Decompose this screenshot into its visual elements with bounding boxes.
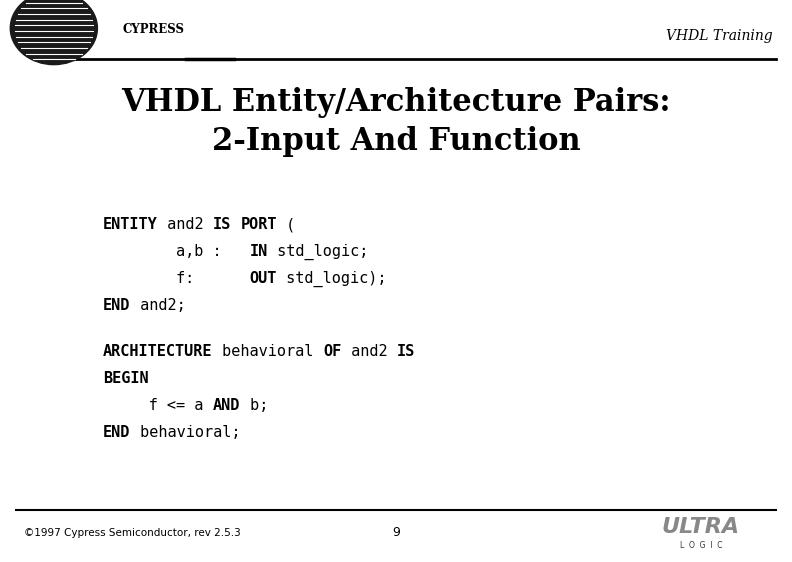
Text: 2-Input And Function: 2-Input And Function [211, 126, 581, 157]
Text: AND: AND [213, 398, 241, 413]
Text: VHDL Entity/Architecture Pairs:: VHDL Entity/Architecture Pairs: [121, 87, 671, 118]
Text: IS: IS [213, 217, 231, 232]
Text: (: ( [277, 217, 295, 232]
Text: ©1997 Cypress Semiconductor, rev 2.5.3: ©1997 Cypress Semiconductor, rev 2.5.3 [24, 528, 241, 538]
Text: behavioral;: behavioral; [131, 425, 240, 439]
Text: ARCHITECTURE: ARCHITECTURE [103, 344, 212, 359]
Text: std_logic);: std_logic); [277, 271, 387, 287]
Text: IS: IS [397, 344, 415, 359]
Text: OF: OF [323, 344, 341, 359]
Text: and2: and2 [158, 217, 213, 232]
Text: and2: and2 [341, 344, 397, 359]
Text: PORT: PORT [241, 217, 277, 232]
Text: 9: 9 [392, 526, 400, 540]
Text: BEGIN: BEGIN [103, 371, 149, 386]
Text: ULTRA: ULTRA [662, 517, 740, 537]
Text: std_logic;: std_logic; [268, 244, 368, 260]
Text: f:: f: [103, 271, 249, 286]
Text: VHDL Training: VHDL Training [665, 29, 772, 43]
Text: OUT: OUT [249, 271, 277, 286]
Text: ENTITY: ENTITY [103, 217, 158, 232]
Text: L  O  G  I  C: L O G I C [680, 541, 722, 550]
Text: IN: IN [249, 244, 268, 259]
Text: END: END [103, 298, 131, 313]
Text: b;: b; [241, 398, 268, 413]
Text: END: END [103, 425, 131, 439]
Text: a,b :: a,b : [103, 244, 249, 259]
Text: and2;: and2; [131, 298, 185, 313]
Text: behavioral: behavioral [213, 344, 322, 359]
Ellipse shape [10, 0, 97, 65]
Text: f <= a: f <= a [103, 398, 212, 413]
Text: CYPRESS: CYPRESS [123, 22, 185, 36]
